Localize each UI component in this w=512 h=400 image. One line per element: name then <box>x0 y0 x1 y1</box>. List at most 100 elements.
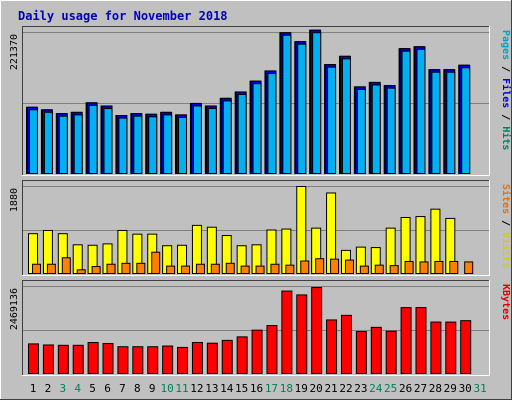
bar-sites <box>419 261 429 274</box>
bar-pages <box>178 116 188 174</box>
bar-pages <box>148 116 158 174</box>
bar-sites <box>404 260 414 274</box>
bar-sites <box>464 261 474 274</box>
bar-kbytes <box>132 346 144 375</box>
bar-pages <box>222 100 232 174</box>
bar-sites <box>195 263 205 275</box>
bar-sites <box>255 265 265 274</box>
legend-entry: Visits <box>500 232 512 268</box>
bar-sites <box>449 260 459 274</box>
x-tick-label: 13 <box>205 382 218 395</box>
bar-kbytes <box>162 345 174 374</box>
bar-pages <box>207 108 217 174</box>
bar-kbytes <box>221 339 233 374</box>
bar-kbytes <box>177 346 189 375</box>
x-tick-label: 2 <box>45 382 52 395</box>
bar-pages <box>312 32 322 174</box>
legend-entry: Pages <box>500 30 511 60</box>
panel-middle: 1880 Sites / Visits <box>9 180 512 276</box>
x-tick-label: 30 <box>459 382 472 395</box>
bar-kbytes <box>72 344 84 375</box>
x-tick-label: 15 <box>235 382 248 395</box>
bar-pages <box>163 114 173 174</box>
bar-sites <box>76 269 86 275</box>
bar-pages <box>327 66 337 174</box>
bar-pages <box>58 115 68 174</box>
x-tick-label: 9 <box>149 382 156 395</box>
chart-title: Daily usage for November 2018 <box>18 9 228 23</box>
bar-pages <box>356 88 366 174</box>
x-tick-label: 8 <box>134 382 141 395</box>
bar-sites <box>344 259 354 274</box>
bar-kbytes <box>311 287 323 375</box>
x-tick-label: 16 <box>250 382 263 395</box>
bar-pages <box>43 111 53 174</box>
bar-pages <box>297 43 307 174</box>
bar-kbytes <box>385 330 397 375</box>
bar-kbytes <box>87 341 99 374</box>
bar-kbytes <box>340 314 352 374</box>
bar-sites <box>32 263 41 275</box>
bar-kbytes <box>415 307 427 375</box>
bar-pages <box>431 71 441 174</box>
x-tick-label: 24 <box>369 382 383 395</box>
panel-top: 221370 Pages / Files / Hits <box>9 26 512 176</box>
bar-pages <box>341 58 351 174</box>
bar-sites <box>181 265 191 274</box>
bar-sites <box>300 260 310 274</box>
bar-kbytes <box>460 320 472 374</box>
legend-entry: / <box>500 108 511 126</box>
x-tick-label: 28 <box>429 382 442 395</box>
bar-kbytes <box>445 321 457 375</box>
bar-pages <box>461 67 471 174</box>
x-tick-label: 11 <box>175 382 188 395</box>
x-tick-label: 10 <box>161 382 174 395</box>
bar-kbytes <box>236 336 248 374</box>
series-legend: KBytes <box>500 284 511 320</box>
legend-entry: Sites <box>500 184 512 214</box>
bar-kbytes <box>370 326 382 375</box>
chart-panels: 221370 Pages / Files / Hits 1880 Sites / Vi… <box>9 26 512 376</box>
bar-kbytes <box>296 294 308 375</box>
bar-pages <box>282 34 292 175</box>
bar-sites <box>389 265 399 274</box>
bar-sites <box>210 263 220 275</box>
bar-sites <box>285 264 295 275</box>
x-tick-label: 3 <box>59 382 66 395</box>
bar-kbytes <box>102 343 114 375</box>
bar-kbytes <box>206 342 218 375</box>
bar-pages <box>88 104 98 174</box>
y-max-label: 221370 <box>9 34 20 70</box>
bar-pages <box>446 71 456 174</box>
bar-pages <box>192 105 202 174</box>
x-tick-label: 18 <box>280 382 293 395</box>
bar-sites <box>270 263 280 275</box>
bar-sites <box>151 251 161 275</box>
panel-bottom: 2469136 KBytes <box>9 280 511 376</box>
bar-kbytes <box>326 319 338 375</box>
bar-sites <box>121 262 131 275</box>
bar-sites <box>61 257 71 275</box>
bar-kbytes <box>355 331 367 374</box>
series-legend: Sites / Visits <box>500 184 512 268</box>
bar-pages <box>416 48 426 174</box>
bar-sites <box>225 262 235 275</box>
x-tick-label: 12 <box>190 382 203 395</box>
bar-visits <box>296 186 307 274</box>
bar-kbytes <box>147 346 159 375</box>
bar-sites <box>166 265 176 274</box>
bar-pages <box>401 50 411 174</box>
bar-sites <box>374 264 384 275</box>
x-axis: 1 2 3 4 5 6 7 8 9 10 11 12 13 14 15 16 17 18 19 20 21 22 23 24 2… <box>30 382 487 395</box>
bar-pages <box>237 94 247 174</box>
x-tick-label: 23 <box>354 382 367 395</box>
bar-sites <box>434 260 444 274</box>
bar-kbytes <box>251 329 263 374</box>
bar-pages <box>103 108 113 174</box>
bar-sites <box>330 258 340 275</box>
bar-pages <box>118 117 128 175</box>
bar-sites <box>106 263 116 275</box>
x-tick-label: 22 <box>339 382 352 395</box>
y-max-label: 1880 <box>9 188 20 212</box>
